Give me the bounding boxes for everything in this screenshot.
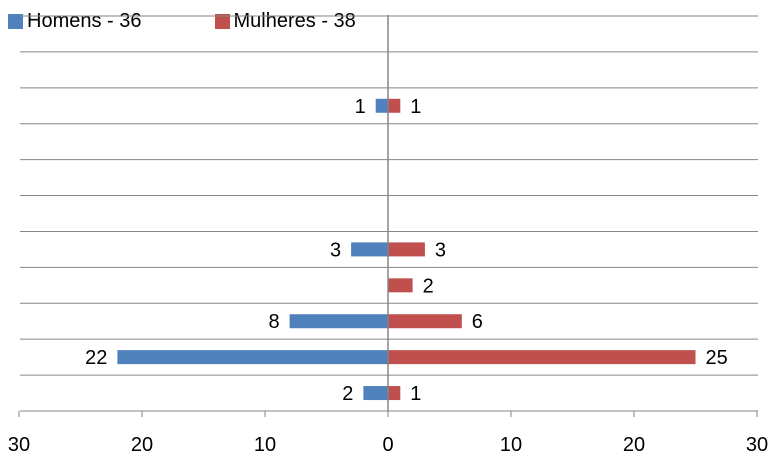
- x-tick-label: 30: [8, 434, 30, 456]
- bar-mulheres: [388, 98, 401, 113]
- data-label-homens: 3: [330, 239, 341, 261]
- data-label-mulheres: 1: [410, 383, 421, 405]
- bar-homens: [117, 350, 389, 365]
- bar-mulheres: [388, 242, 425, 257]
- data-label-homens: 22: [85, 347, 107, 369]
- data-label-mulheres: 6: [472, 311, 483, 333]
- legend: Homens - 36 Mulheres - 38: [8, 6, 356, 36]
- legend-item-mulheres: Mulheres - 38: [214, 9, 356, 33]
- legend-label-mulheres: Mulheres - 38: [233, 9, 356, 32]
- data-label-homens: 8: [268, 311, 279, 333]
- data-label-mulheres: 25: [706, 347, 728, 369]
- data-label-homens: 1: [355, 96, 366, 118]
- bar-mulheres: [388, 314, 462, 329]
- bar-homens: [375, 98, 388, 113]
- bar-mulheres: [388, 350, 696, 365]
- bar-homens: [363, 386, 388, 401]
- x-tick-label: 10: [254, 434, 276, 456]
- x-tick-label: 20: [131, 434, 153, 456]
- bar-homens: [351, 242, 388, 257]
- bar-mulheres: [388, 278, 413, 293]
- legend-swatch-homens: [8, 13, 23, 29]
- x-tick-label: 0: [382, 434, 393, 456]
- data-label-mulheres: 3: [435, 239, 446, 261]
- x-tick-label: 30: [746, 434, 768, 456]
- data-label-homens: 2: [342, 383, 353, 405]
- x-tick-label: 10: [500, 434, 522, 456]
- x-tick-label: 20: [623, 434, 645, 456]
- bar-mulheres: [388, 386, 401, 401]
- legend-swatch-mulheres: [214, 13, 230, 29]
- data-label-mulheres: 2: [423, 275, 434, 297]
- data-label-mulheres: 1: [410, 96, 421, 118]
- legend-item-homens: Homens - 36: [8, 10, 142, 33]
- bar-homens: [289, 314, 388, 329]
- legend-label-homens: Homens - 36: [27, 9, 142, 32]
